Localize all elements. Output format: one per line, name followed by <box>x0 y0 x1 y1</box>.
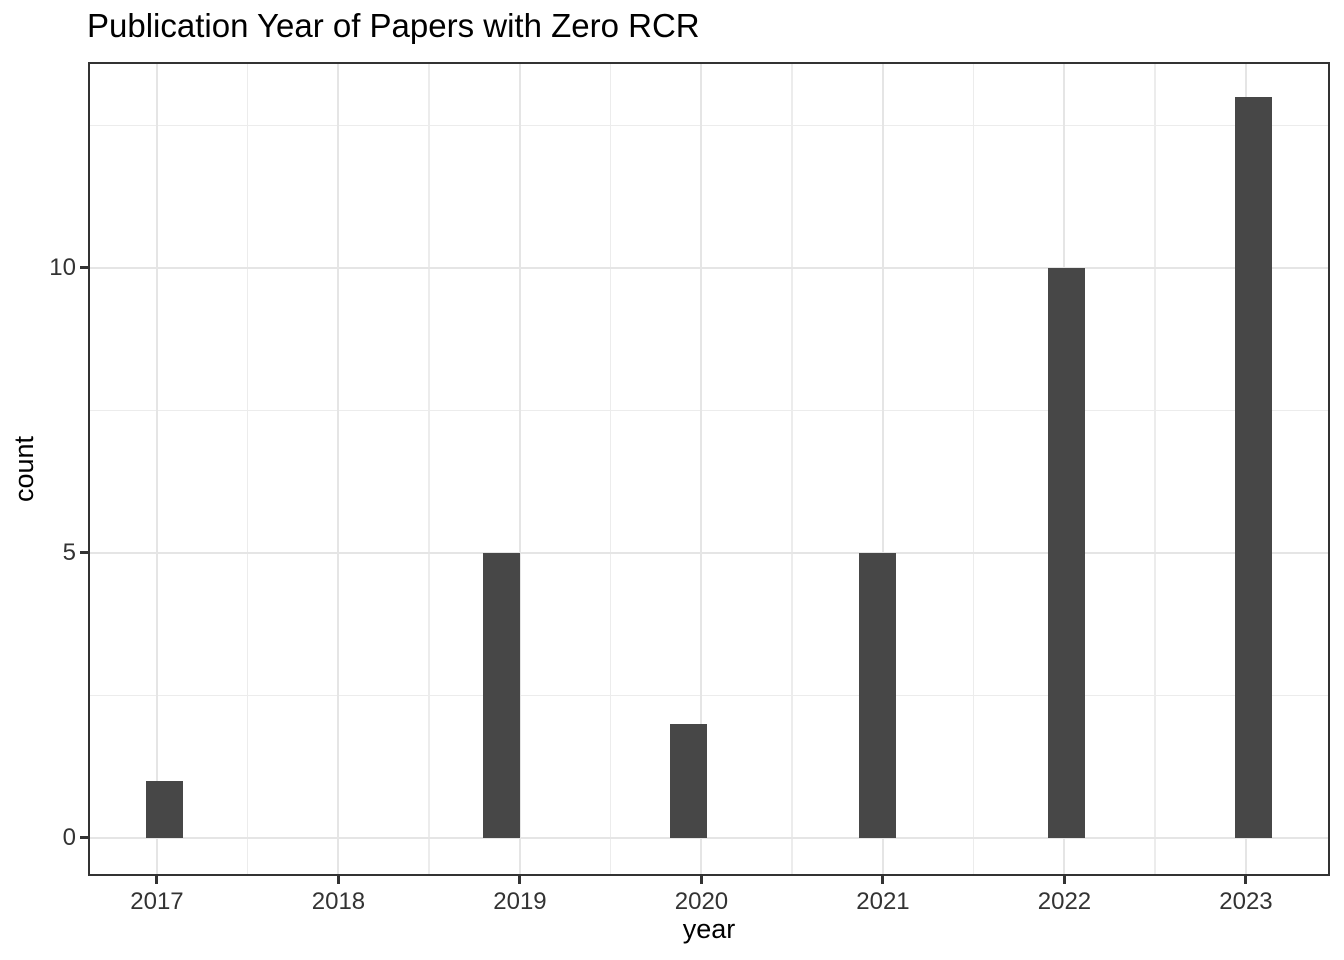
y-tick-label: 5 <box>62 538 76 566</box>
x-tick-mark <box>155 876 159 884</box>
x-tick-mark <box>1244 876 1248 884</box>
gridline-major-x <box>518 62 521 876</box>
gridline-minor-x <box>428 62 430 876</box>
y-tick-mark <box>80 836 88 840</box>
x-tick-mark <box>518 876 522 884</box>
histogram-bar <box>859 552 897 838</box>
plot-panel-border <box>88 62 1330 876</box>
gridline-minor-x <box>972 62 975 876</box>
histogram-bar <box>145 780 183 838</box>
gridline-major-x <box>337 62 340 876</box>
chart-title: Publication Year of Papers with Zero RCR <box>87 7 700 44</box>
gridline-minor-x <box>1154 62 1156 876</box>
y-tick-mark <box>80 551 88 555</box>
histogram-bar <box>1234 96 1272 838</box>
gridline-major-x <box>881 62 884 876</box>
gridline-minor-y <box>88 409 1330 412</box>
gridline-major-x <box>700 62 703 876</box>
x-tick-mark <box>881 876 885 884</box>
x-tick-mark <box>336 876 340 884</box>
x-tick-mark <box>1062 876 1066 884</box>
x-tick-label: 2021 <box>856 888 910 915</box>
y-tick-label: 10 <box>49 253 76 281</box>
x-tick-mark <box>699 876 703 884</box>
y-tick-mark <box>80 266 88 270</box>
gridline-minor-x <box>791 62 793 876</box>
histogram-bar <box>483 552 521 838</box>
gridline-minor-x <box>246 62 249 876</box>
histogram-bar <box>670 723 708 838</box>
gridline-minor-x <box>609 62 612 876</box>
x-tick-label: 2023 <box>1219 888 1273 915</box>
gridline-minor-y <box>88 694 1330 697</box>
histogram-bar <box>1047 267 1085 838</box>
y-tick-label: 0 <box>62 823 76 851</box>
x-tick-label: 2019 <box>493 888 547 915</box>
x-tick-label: 2020 <box>674 888 729 915</box>
gridline-major-y <box>88 836 1330 839</box>
x-axis-title: year <box>682 914 736 944</box>
gridline-major-x <box>155 62 158 876</box>
gridline-minor-y <box>88 124 1330 127</box>
x-tick-label: 2018 <box>311 888 366 915</box>
gridline-major-y <box>88 551 1330 554</box>
x-tick-label: 2017 <box>130 888 184 915</box>
gridline-major-y <box>88 266 1330 269</box>
x-tick-label: 2022 <box>1037 888 1092 915</box>
